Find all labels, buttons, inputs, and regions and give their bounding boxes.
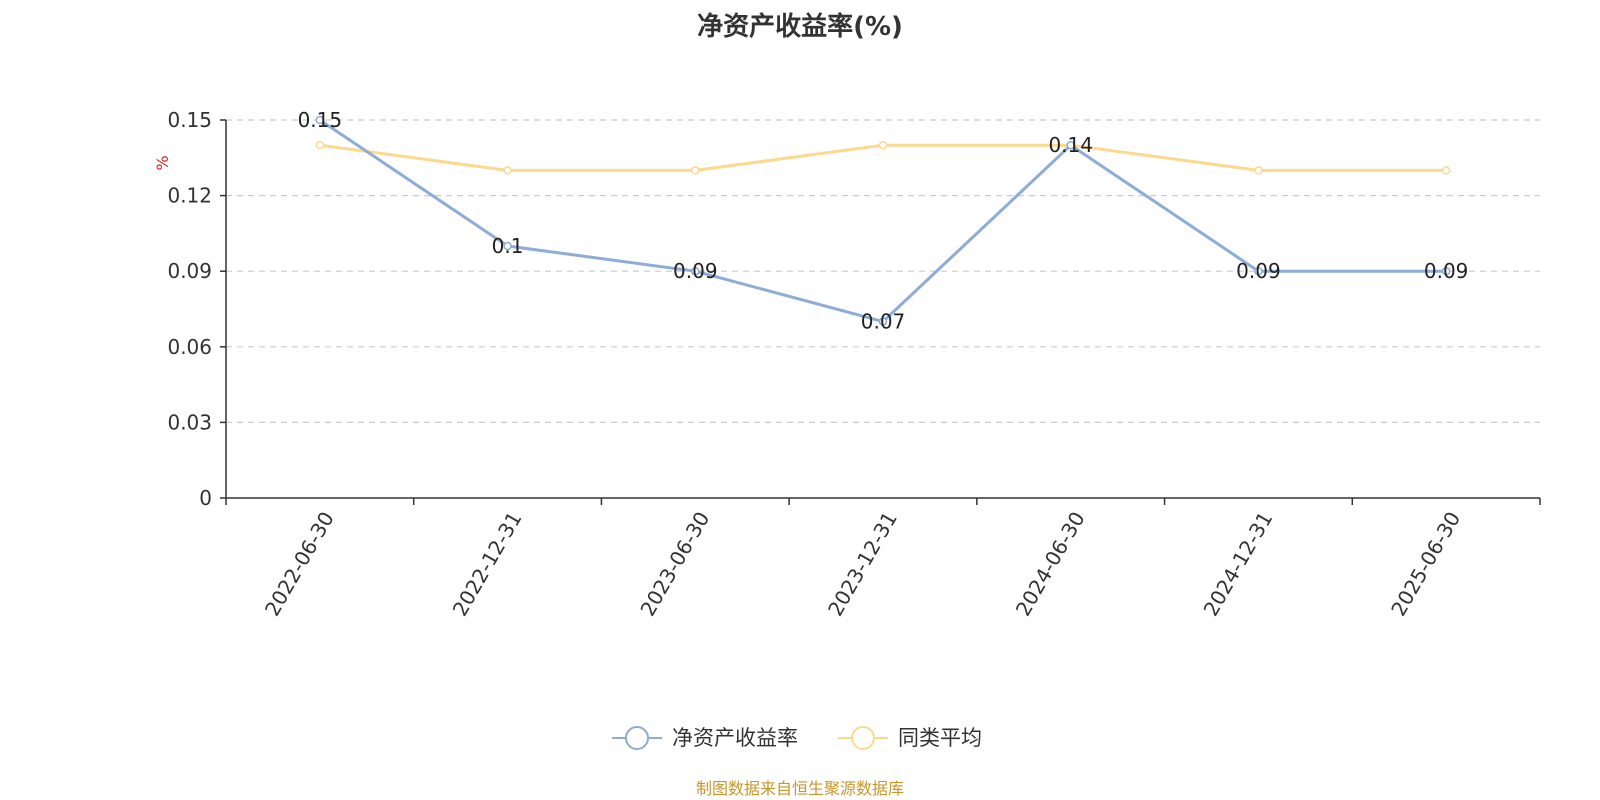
y-tick-label: 0.06 [167,335,212,359]
legend-marker [851,726,875,750]
legend-label: 同类平均 [898,726,982,750]
legend[interactable]: 净资产收益率 同类平均 [612,726,982,750]
axes: 0 0.03 0.06 0.09 0.12 0.15 2022-06-30 2022-12-3… [167,108,1541,621]
data-point [691,266,700,276]
y-tick-label: 0.12 [167,184,212,208]
x-tick-label: 2023-06-30 [635,508,714,621]
x-tick-label: 2022-06-30 [260,508,339,621]
data-label: 0.09 [673,259,718,283]
data-label: 0.15 [298,108,343,132]
legend-marker [625,726,649,750]
data-label: 0.14 [1048,133,1093,157]
data-point [691,166,700,175]
data-point [1254,266,1263,276]
legend-label: 净资产收益率 [672,726,798,750]
data-point [878,317,888,326]
data-point [503,166,512,175]
data-label: 0.1 [492,234,524,258]
x-tick-label: 2022-12-31 [448,508,527,621]
data-point [503,241,512,251]
data-label: 0.09 [1236,259,1281,283]
y-tick-label: 0.09 [167,259,212,283]
y-tick-label: 0.15 [167,108,212,132]
chart-title: 净资产收益率(%) [697,12,903,42]
data-labels: 0.15 0.1 0.09 0.07 0.14 0.09 0.09 [298,108,1469,334]
series-line [319,118,1447,324]
y-tick-label: 0 [199,486,212,510]
x-tick-label: 2024-12-31 [1199,508,1278,621]
source-note: 制图数据来自恒生聚源数据库 [695,779,904,798]
y-axis-title: % [153,155,172,170]
data-point [315,115,325,125]
data-point [1441,266,1451,276]
data-label: 0.09 [1424,259,1469,283]
series [315,115,1451,326]
x-tick-label: 2023-12-31 [823,508,902,621]
x-tick-label: 2024-06-30 [1011,508,1090,621]
legend-item[interactable]: 同类平均 [838,726,982,750]
data-point [1254,166,1263,175]
data-point [1441,166,1451,175]
legend-item[interactable]: 净资产收益率 [612,726,798,750]
y-tick-label: 0.03 [167,410,212,434]
data-point [878,140,888,150]
data-point [315,140,325,150]
data-point [1066,140,1075,150]
x-tick-label: 2025-06-30 [1386,508,1465,621]
data-label: 0.07 [861,310,906,334]
